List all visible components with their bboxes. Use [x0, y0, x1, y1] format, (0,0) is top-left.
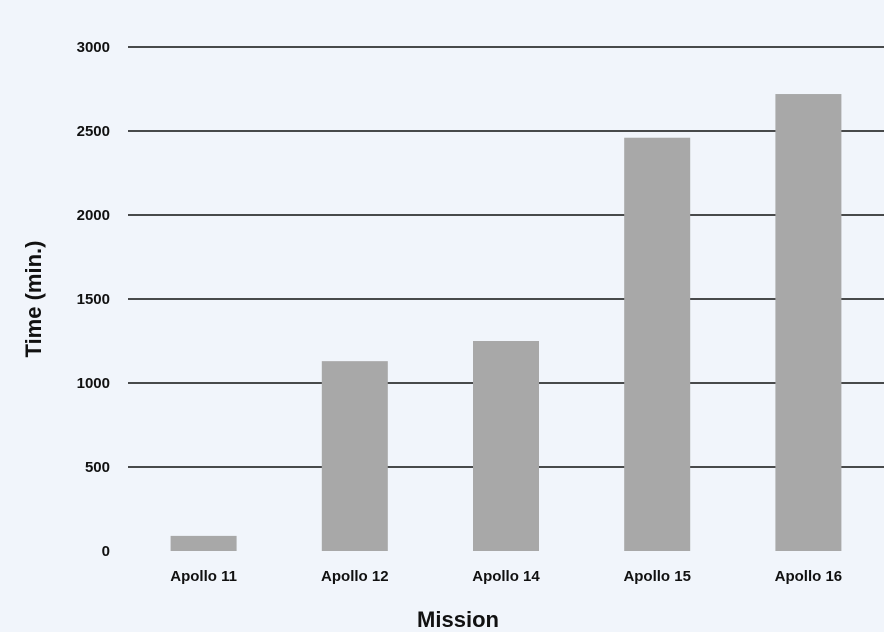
- y-tick-label: 2000: [77, 207, 110, 224]
- x-tick-labels: Apollo 11 Apollo 12 Apollo 14 Apollo 15 Apol…: [170, 568, 842, 585]
- x-tick-label: Apollo 12: [321, 568, 389, 585]
- bar: [321, 361, 388, 551]
- x-tick-label: Apollo 16: [775, 568, 843, 585]
- y-tick-labels: 0 500 1000 1500 2000 2500 3000: [77, 39, 110, 560]
- bars: [170, 94, 842, 551]
- y-axis-title: Time (min.): [21, 241, 46, 358]
- bar: [624, 137, 691, 551]
- x-axis-title: Mission: [417, 607, 499, 632]
- bar: [170, 535, 237, 551]
- y-tick-label: 0: [102, 543, 110, 560]
- x-tick-label: Apollo 14: [472, 568, 540, 585]
- y-tick-label: 1000: [77, 375, 110, 392]
- y-tick-label: 500: [85, 459, 110, 476]
- bar: [775, 94, 842, 551]
- x-tick-label: Apollo 11: [170, 568, 237, 585]
- bar: [473, 341, 539, 551]
- x-tick-label: Apollo 15: [623, 568, 691, 585]
- y-tick-label: 3000: [77, 39, 110, 56]
- y-tick-label: 1500: [77, 291, 110, 308]
- y-tick-label: 2500: [77, 123, 110, 140]
- grid-lines: [128, 46, 884, 468]
